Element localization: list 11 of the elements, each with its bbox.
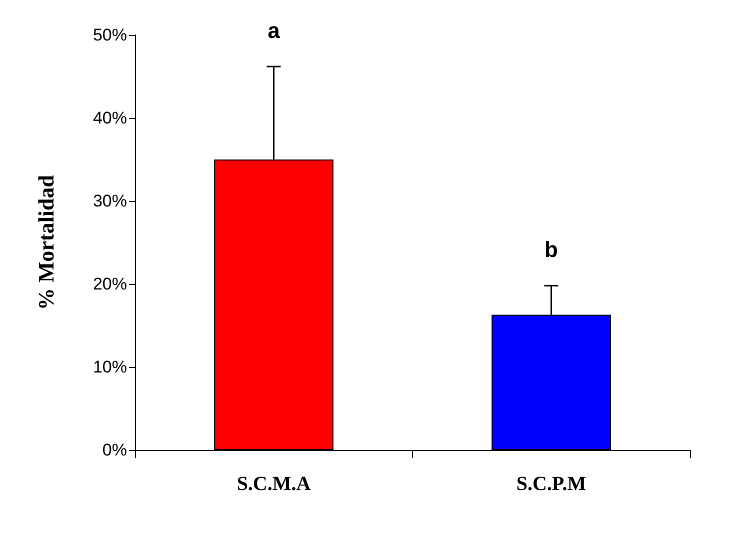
y-tick-label: 10%	[92, 358, 127, 376]
y-tick-label: 30%	[92, 192, 127, 210]
y-tick-label: 20%	[92, 274, 127, 294]
y-tick-label: 50%	[92, 26, 127, 44]
x-tick-label: S.C.P.M	[516, 473, 586, 495]
y-tick-label: 0%	[102, 440, 127, 460]
annotation: a	[268, 18, 281, 44]
annotation: b	[544, 237, 558, 262]
y-tick-label: 40%	[92, 108, 127, 128]
x-tick-label: S.C.M.A	[236, 473, 312, 495]
y-axis-title: % Mortalidad	[34, 174, 58, 310]
